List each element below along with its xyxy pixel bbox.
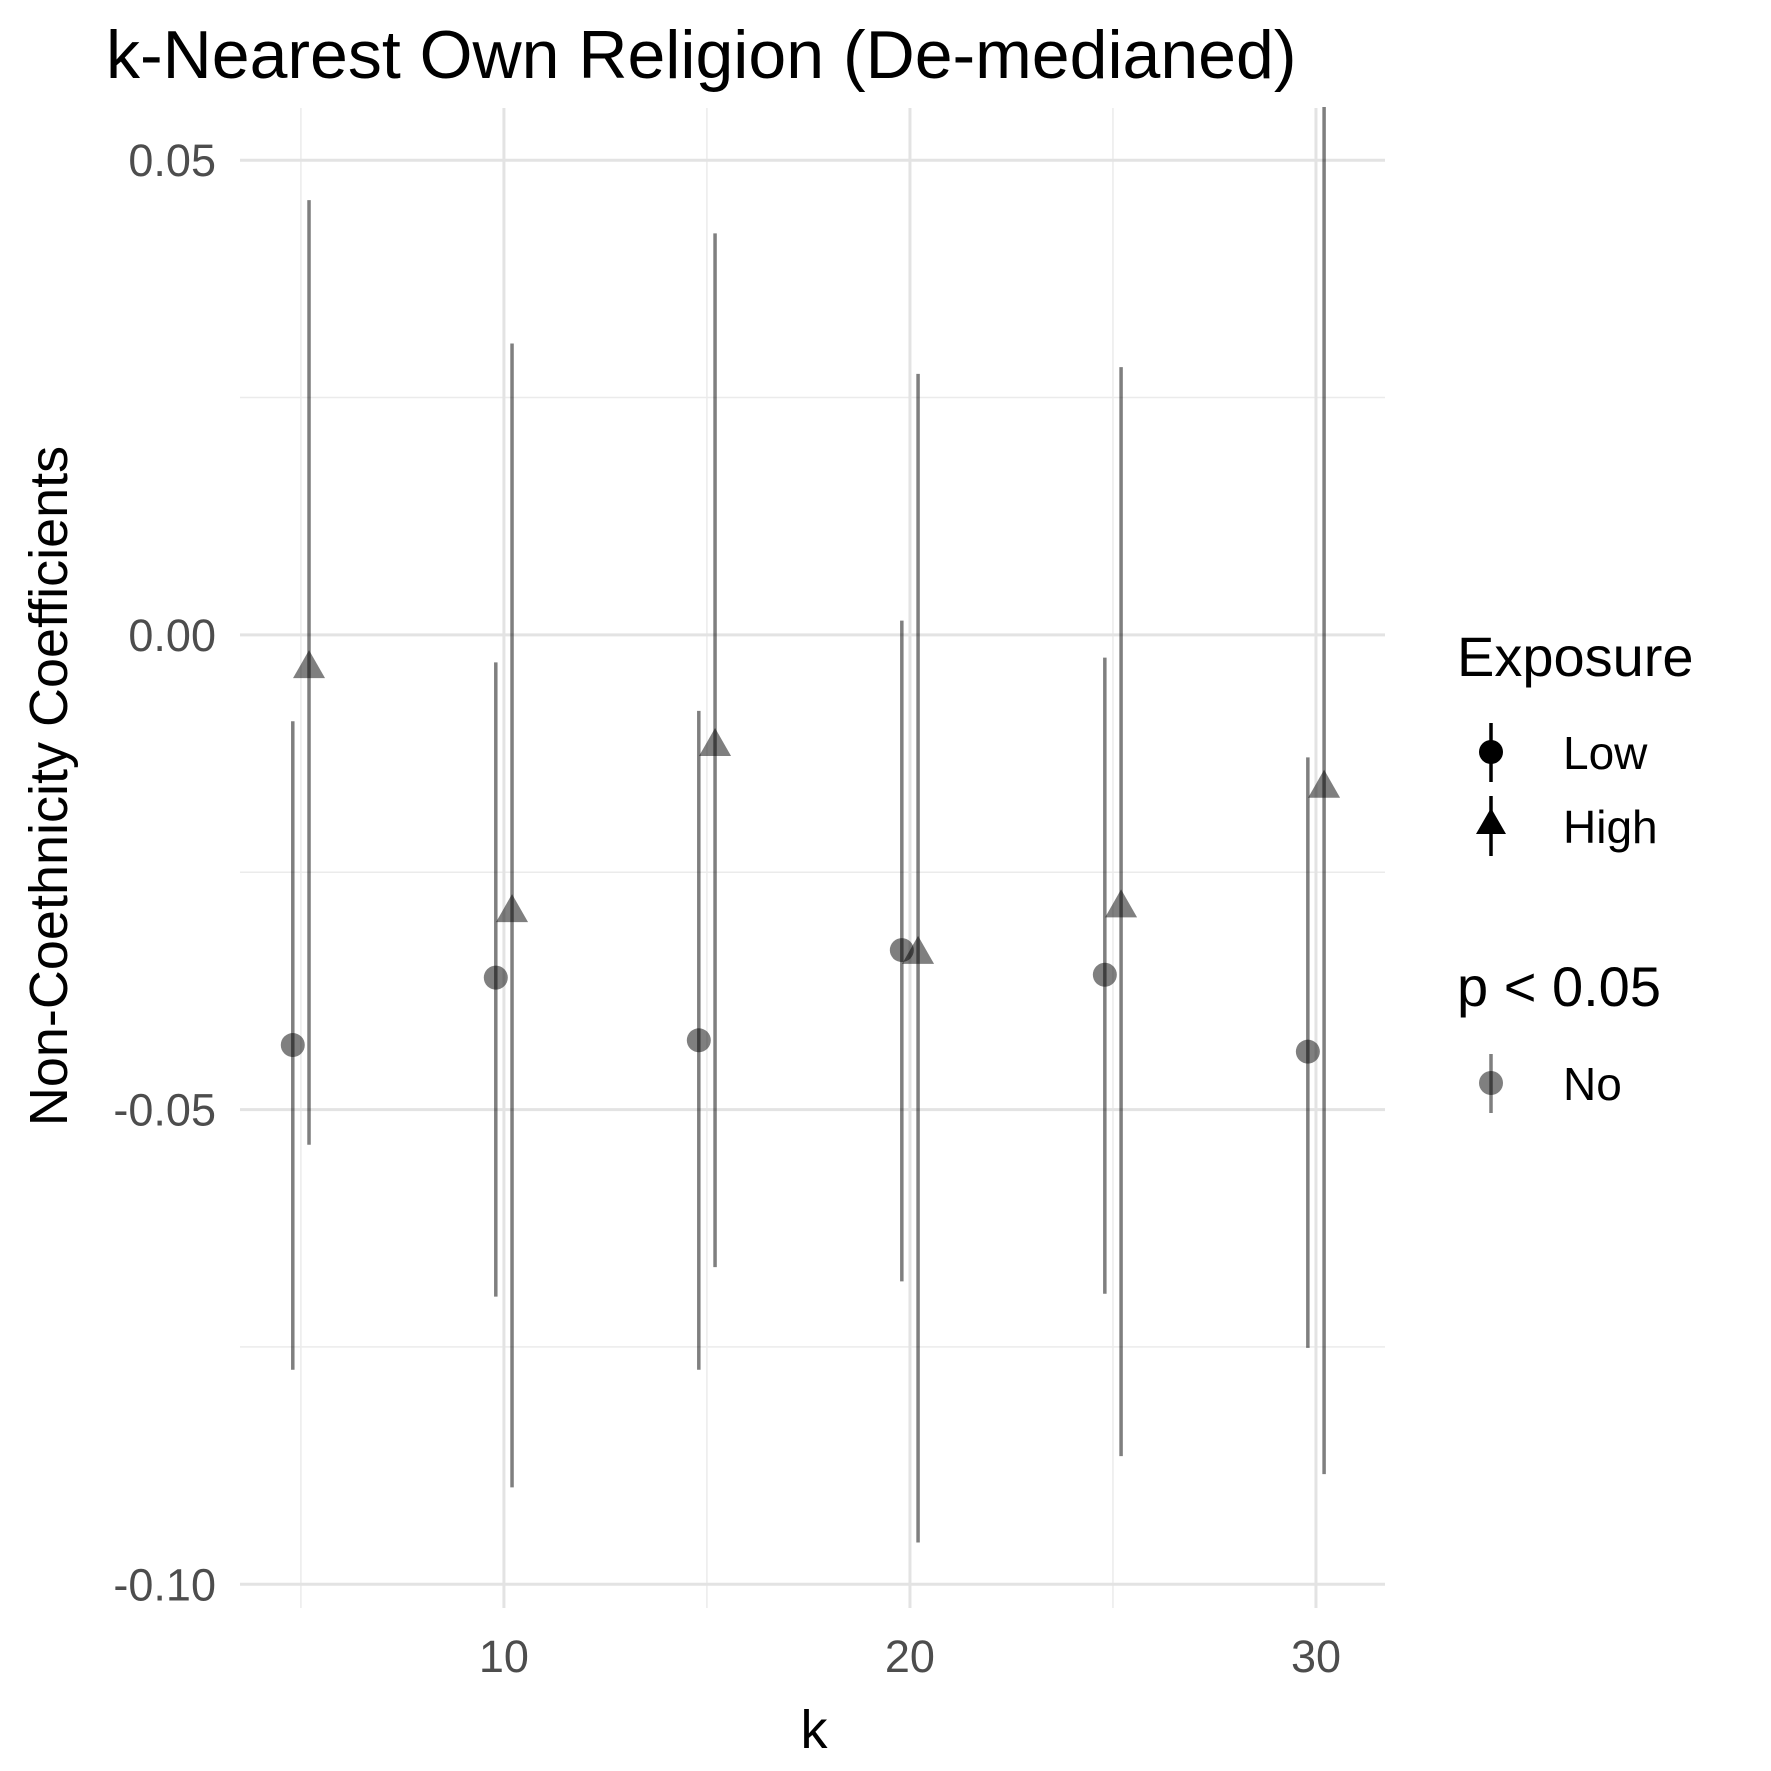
x-tick-label-0: 10: [479, 1631, 529, 1682]
x-tick-label-2: 30: [1291, 1631, 1341, 1682]
grid-major: [240, 108, 1385, 1608]
legend-label-high: High: [1563, 801, 1658, 853]
high-point-0: [293, 650, 326, 679]
low-point-4: [1092, 962, 1117, 987]
x-tick-label-1: 20: [885, 1631, 935, 1682]
low-point-1: [483, 965, 508, 990]
y-tick-label-2: -0.05: [113, 1085, 216, 1136]
low-point-5: [1295, 1039, 1320, 1064]
y-axis-label: Non-Coethnicity Coefficients: [19, 446, 79, 1126]
data-marks: [280, 107, 1341, 1543]
grid-minor: [240, 108, 1385, 1608]
low-point-0: [280, 1033, 305, 1058]
legend-key-high-triangle: [1476, 808, 1506, 834]
low-point-2: [686, 1028, 711, 1053]
legend-key-low: [1479, 723, 1503, 782]
high-point-4: [1105, 889, 1138, 918]
y-tick-label-1: 0.00: [128, 610, 216, 661]
y-tick-label-3: -0.10: [113, 1559, 216, 1610]
x-tick-labels: 10 20 30: [479, 1631, 1341, 1682]
legend-key-high: [1476, 796, 1506, 856]
chart-title: k-Nearest Own Religion (De-medianed): [106, 17, 1296, 93]
plot-area: [240, 107, 1385, 1608]
legend: Exposure Low High p < 0.05 No: [1457, 625, 1694, 1113]
y-tick-label-0: 0.05: [128, 135, 216, 186]
high-point-2: [699, 727, 732, 756]
legend-label-low: Low: [1563, 727, 1648, 779]
legend-label-no: No: [1563, 1058, 1622, 1110]
y-tick-labels: 0.05 0.00 -0.05 -0.10: [113, 135, 216, 1610]
legend-title-significance: p < 0.05: [1457, 955, 1661, 1018]
legend-key-no-circle: [1479, 1071, 1503, 1095]
high-point-3: [902, 935, 935, 964]
legend-title-exposure: Exposure: [1457, 625, 1694, 688]
high-point-1: [496, 894, 529, 923]
legend-key-low-circle: [1479, 740, 1503, 764]
high-point-5: [1308, 769, 1341, 798]
x-axis-label: k: [801, 1700, 829, 1760]
legend-key-no: [1479, 1054, 1503, 1113]
